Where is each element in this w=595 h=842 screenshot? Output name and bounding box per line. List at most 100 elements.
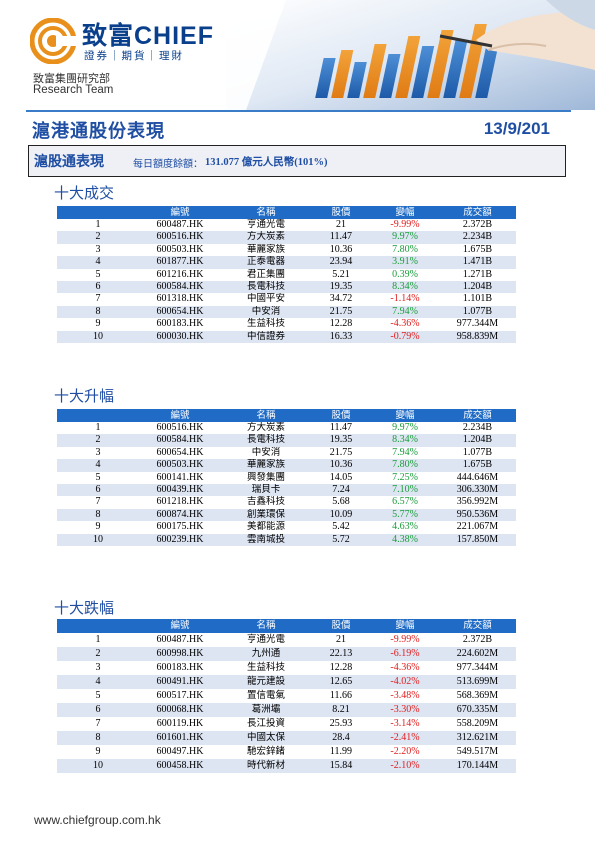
price-cell: 5.68 (311, 496, 371, 509)
name-cell: 方大炭素 (221, 422, 311, 435)
turnover-cell: 1.271B (439, 268, 516, 282)
rank-cell: 2 (57, 231, 139, 244)
change-cell: -1.14% (371, 293, 439, 306)
table-row: 8 601601.HK 中國太保 28.4 -2.41% 312.621M (57, 731, 516, 745)
turnover-cell: 958.839M (439, 330, 516, 344)
price-cell: 34.72 (311, 293, 371, 306)
summary-box: 滬股通表現 每日額度餘額： 131.077 億元人民幣(101%) (28, 145, 566, 177)
price-cell: 10.36 (311, 243, 371, 257)
code-cell: 600119.HK (139, 717, 221, 731)
rank-cell: 10 (57, 330, 139, 344)
change-cell: 7.80% (371, 243, 439, 257)
column-header: 名稱 (221, 409, 311, 422)
turnover-cell: 170.144M (439, 759, 516, 773)
turnover-cell: 670.335M (439, 703, 516, 717)
turnover-cell: 2.234B (439, 422, 516, 435)
name-cell: 中信證券 (221, 330, 311, 344)
rank-cell: 6 (57, 484, 139, 497)
table-row: 7 601218.HK 吉鑫科技 5.68 6.57% 356.992M (57, 496, 516, 509)
turnover-cell: 1.675B (439, 459, 516, 472)
change-cell: 7.10% (371, 484, 439, 497)
change-cell: 6.57% (371, 496, 439, 509)
change-cell: -9.99% (371, 219, 439, 232)
rank-cell: 6 (57, 281, 139, 294)
change-cell: 7.25% (371, 471, 439, 485)
name-cell: 生益科技 (221, 661, 311, 675)
rank-cell: 7 (57, 496, 139, 509)
name-cell: 美都能源 (221, 521, 311, 534)
turnover-cell: 2.234B (439, 231, 516, 244)
table-row: 1 600487.HK 亨通光電 21 -9.99% 2.372B (57, 219, 516, 232)
rank-cell: 5 (57, 268, 139, 282)
price-cell: 12.28 (311, 318, 371, 331)
table-row: 10 600030.HK 中信證券 16.33 -0.79% 958.839M (57, 330, 516, 344)
change-cell: -3.48% (371, 689, 439, 703)
table-row: 3 600183.HK 生益科技 12.28 -4.36% 977.344M (57, 661, 516, 675)
name-cell: 中安消 (221, 305, 311, 319)
code-cell: 600654.HK (139, 446, 221, 460)
code-cell: 600874.HK (139, 508, 221, 522)
change-cell: -4.02% (371, 675, 439, 689)
table-row: 6 600068.HK 葛洲壩 8.21 -3.30% 670.335M (57, 703, 516, 717)
rank-cell: 4 (57, 675, 139, 689)
code-cell: 600516.HK (139, 231, 221, 244)
price-cell: 21 (311, 219, 371, 232)
code-cell: 600183.HK (139, 661, 221, 675)
table-row: 2 600516.HK 方大炭素 11.47 9.97% 2.234B (57, 231, 516, 244)
name-cell: 亨通光電 (221, 219, 311, 232)
column-header: 編號 (139, 206, 221, 219)
column-header: 編號 (139, 409, 221, 422)
table-row: 2 600584.HK 長電科技 19.35 8.34% 1.204B (57, 434, 516, 447)
change-cell: -3.30% (371, 703, 439, 717)
turnover-cell: 1.675B (439, 243, 516, 257)
change-cell: 4.38% (371, 533, 439, 547)
price-cell: 28.4 (311, 731, 371, 745)
turnover-cell: 1.077B (439, 305, 516, 319)
name-cell: 華麗家族 (221, 459, 311, 472)
price-cell: 10.36 (311, 459, 371, 472)
name-cell: 瑞貝卡 (221, 484, 311, 497)
table-row: 8 600654.HK 中安消 21.75 7.94% 1.077B (57, 305, 516, 319)
rank-cell: 4 (57, 256, 139, 269)
table-row: 8 600874.HK 創業環保 10.09 5.77% 950.536M (57, 508, 516, 522)
table-row: 4 601877.HK 正泰電器 23.94 3.91% 1.471B (57, 256, 516, 269)
code-cell: 600439.HK (139, 484, 221, 497)
code-cell: 600517.HK (139, 689, 221, 703)
table-header-row: 編號 名稱 股價 變幅 成交額 (57, 619, 516, 633)
change-cell: -4.36% (371, 318, 439, 331)
name-cell: 生益科技 (221, 318, 311, 331)
table-row: 1 600487.HK 亨通光電 21 -9.99% 2.372B (57, 633, 516, 647)
change-cell: -9.99% (371, 633, 439, 647)
turnover-cell: 356.992M (439, 496, 516, 509)
name-cell: 中國平安 (221, 293, 311, 306)
table-row: 9 600183.HK 生益科技 12.28 -4.36% 977.344M (57, 318, 516, 331)
section-title-top-gainers: 十大升幅 (54, 387, 115, 405)
code-cell: 600491.HK (139, 675, 221, 689)
turnover-cell: 1.101B (439, 293, 516, 306)
table-row: 10 600458.HK 時代新材 15.84 -2.10% 170.144M (57, 759, 516, 773)
rank-cell: 7 (57, 717, 139, 731)
rank-cell: 5 (57, 689, 139, 703)
turnover-cell: 1.204B (439, 434, 516, 447)
table-row: 5 601216.HK 君正集團 5.21 0.39% 1.271B (57, 268, 516, 282)
turnover-cell: 2.372B (439, 633, 516, 647)
rank-cell: 9 (57, 318, 139, 331)
top-gainers-table: 編號 名稱 股價 變幅 成交額 1 600516.HK 方大炭素 11.47 9.97% 2.234… (57, 409, 516, 547)
change-cell: 8.34% (371, 434, 439, 447)
turnover-cell: 549.517M (439, 745, 516, 759)
price-cell: 25.93 (311, 717, 371, 731)
price-cell: 19.35 (311, 281, 371, 294)
code-cell: 601218.HK (139, 496, 221, 509)
code-cell: 600487.HK (139, 633, 221, 647)
rank-cell: 3 (57, 446, 139, 460)
code-cell: 600175.HK (139, 521, 221, 534)
footer-url[interactable]: www.chiefgroup.com.hk (34, 813, 161, 827)
price-cell: 19.35 (311, 434, 371, 447)
table-row: 5 600141.HK 興發集團 14.05 7.25% 444.646M (57, 471, 516, 485)
price-cell: 14.05 (311, 471, 371, 485)
price-cell: 12.28 (311, 661, 371, 675)
rank-cell: 8 (57, 305, 139, 319)
column-header: 名稱 (221, 619, 311, 633)
name-cell: 正泰電器 (221, 256, 311, 269)
column-header: 變幅 (371, 206, 439, 219)
